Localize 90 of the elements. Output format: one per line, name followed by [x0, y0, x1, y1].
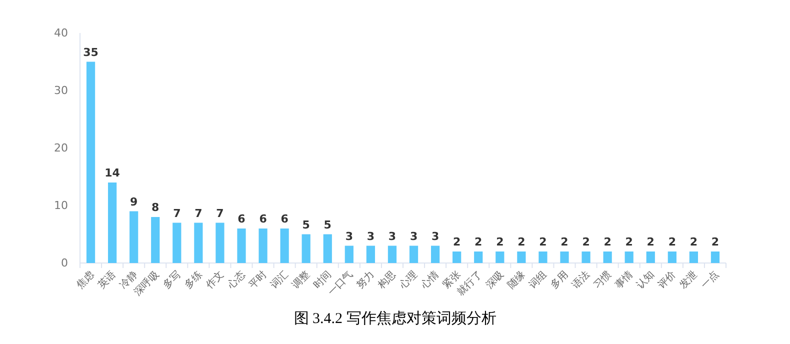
data-label: 5	[324, 218, 332, 232]
x-tick-label: 构思	[375, 268, 398, 292]
x-tick-label: 词汇	[268, 268, 291, 292]
x-tick-label: 词组	[526, 268, 550, 292]
data-label: 2	[604, 236, 612, 248]
bar	[624, 252, 634, 263]
data-label: 3	[345, 230, 353, 243]
x-tick-label: 平时	[246, 268, 270, 292]
x-tick-label: 随缘	[504, 268, 528, 292]
x-tick-label: 认知	[634, 268, 657, 292]
x-tick-label: 一点	[698, 268, 722, 292]
bar	[689, 252, 698, 263]
x-tick-label: 调整	[290, 268, 312, 292]
data-label: 2	[646, 236, 654, 248]
data-label: 6	[259, 212, 268, 226]
bar	[710, 252, 720, 263]
data-label: 7	[216, 206, 224, 220]
y-tick-label: 40	[54, 26, 68, 40]
x-tick-label: 多练	[182, 268, 205, 292]
data-label: 2	[560, 236, 568, 248]
bar	[130, 211, 138, 263]
data-label: 6	[238, 212, 246, 226]
data-label: 2	[690, 236, 698, 248]
data-label: 2	[711, 236, 720, 248]
x-tick-label: 事情	[612, 268, 636, 292]
bar	[258, 228, 268, 263]
bar	[474, 252, 483, 263]
data-label: 2	[453, 236, 461, 248]
x-tick-label: 语法	[570, 268, 592, 292]
x-tick-label: 心情	[418, 268, 442, 292]
bar	[409, 246, 418, 263]
x-tick-label: 心理	[396, 268, 420, 292]
x-tick-label: 多写	[160, 268, 184, 292]
x-tick-label: 习惯	[591, 268, 614, 292]
data-label: 2	[582, 236, 590, 248]
data-label: 3	[366, 230, 375, 243]
caption: 图 3.4.2 写作焦虑对策词频分析	[294, 310, 496, 327]
bar	[582, 252, 590, 263]
x-tick-label: 发泄	[677, 268, 700, 292]
bar	[603, 252, 612, 263]
bar	[388, 246, 397, 263]
bar	[323, 234, 332, 263]
x-tick-label: 英语	[96, 268, 118, 292]
bar	[216, 222, 224, 263]
data-label: 35	[83, 46, 98, 59]
data-label: 14	[104, 166, 120, 180]
data-label: 2	[668, 236, 676, 248]
bar	[172, 222, 182, 263]
bar	[668, 252, 676, 263]
bar	[517, 252, 526, 263]
y-tick-label: 30	[54, 84, 68, 97]
bar	[452, 252, 462, 263]
x-tick-label: 努力	[354, 268, 377, 292]
bar	[151, 217, 160, 263]
bar	[430, 246, 440, 263]
data-label: 3	[388, 230, 396, 243]
x-tick-label: 评价	[656, 268, 678, 292]
bar	[538, 252, 548, 263]
y-tick-label: 0	[61, 256, 68, 270]
bar	[366, 246, 376, 263]
bar	[237, 228, 246, 263]
data-label: 8	[152, 201, 160, 214]
bar	[280, 228, 289, 263]
bar	[646, 252, 655, 263]
bar	[86, 62, 96, 263]
bar	[302, 234, 310, 263]
x-tick-label: 深吸	[483, 268, 506, 292]
data-label: 9	[130, 195, 138, 208]
bar	[194, 222, 203, 263]
data-label: 7	[194, 206, 202, 220]
x-tick-label: 心态	[224, 268, 248, 292]
data-label: 3	[410, 230, 418, 243]
data-label: 6	[280, 212, 289, 226]
data-label: 2	[496, 236, 504, 248]
data-label: 2	[474, 236, 482, 248]
x-tick-label: 多用	[548, 268, 571, 292]
x-tick-label: 作文	[202, 268, 226, 292]
data-label: 5	[302, 218, 310, 232]
data-label: 2	[625, 236, 633, 248]
data-label: 2	[539, 236, 547, 248]
bar	[344, 246, 354, 263]
data-label: 2	[518, 236, 526, 248]
y-tick-label: 10	[54, 199, 68, 212]
bar	[560, 252, 569, 263]
bar	[108, 182, 117, 263]
x-tick-label: 焦虑	[74, 268, 97, 292]
data-label: 3	[431, 230, 440, 243]
y-tick-label: 20	[54, 142, 68, 154]
bar	[496, 252, 504, 263]
data-label: 7	[173, 206, 181, 220]
